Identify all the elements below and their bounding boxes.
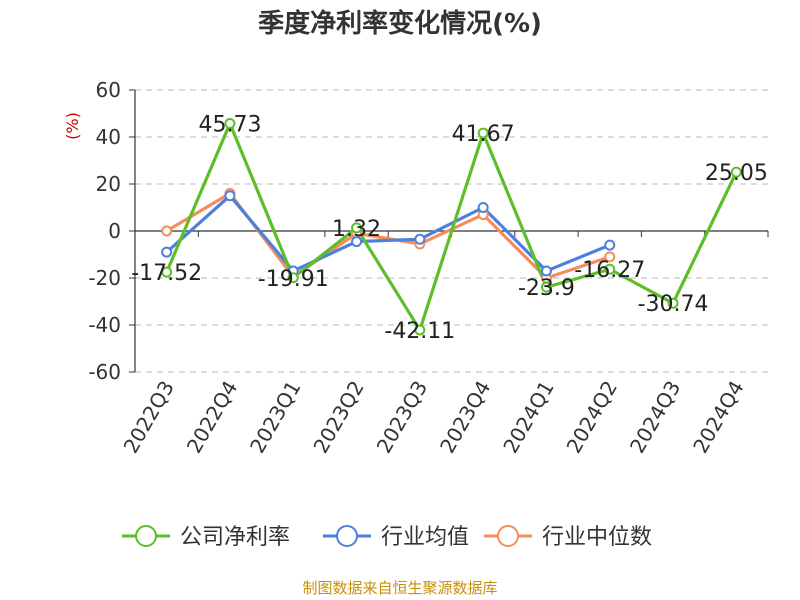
chart-title: 季度净利率变化情况(%) (258, 8, 542, 39)
data-point (540, 281, 552, 293)
data-point (351, 236, 363, 248)
legend-marker (336, 525, 358, 547)
x-tick-label: 2022Q4 (182, 377, 242, 458)
data-label: -42.11 (384, 319, 455, 344)
data-point (224, 190, 236, 202)
x-tick-label: 2023Q1 (245, 377, 305, 458)
x-tick-label: 2024Q4 (688, 377, 748, 458)
series-lines (165, 121, 738, 332)
x-tick-label: 2024Q1 (498, 377, 558, 458)
x-tick-label: 2023Q2 (308, 377, 368, 458)
data-point (161, 266, 173, 278)
y-tick-label: -20 (88, 266, 121, 290)
data-point (224, 118, 236, 130)
legend-label: 行业中位数 (542, 525, 652, 550)
y-tick-label: 40 (96, 125, 121, 149)
data-label: -23.9 (518, 276, 575, 301)
data-label: 25.05 (705, 161, 768, 186)
x-tick-label: 2024Q3 (625, 377, 685, 458)
data-point (477, 202, 489, 213)
x-tick-label: 2022Q3 (119, 377, 179, 458)
data-point (161, 225, 173, 237)
data-point (667, 297, 679, 309)
data-label: -17.52 (131, 261, 202, 286)
x-tick-label: 2023Q4 (435, 377, 495, 458)
data-point (604, 251, 616, 263)
data-labels: -17.52 45.73 -19.911.32 -42.11 41.67 -23.9-16… (131, 113, 768, 344)
data-point (287, 272, 299, 284)
x-tick-label: 2024Q2 (562, 377, 622, 458)
y-tick-label: 0 (108, 219, 121, 243)
source-note: 制图数据来自恒生聚源数据库 (302, 579, 497, 597)
data-point (414, 233, 426, 245)
data-label: 41.67 (452, 122, 515, 147)
legend-item[interactable]: 行业均值 (323, 525, 469, 550)
series-points (161, 118, 742, 336)
data-point (730, 166, 742, 178)
data-label: -16.27 (574, 258, 645, 283)
y-tick-label: -60 (88, 360, 121, 384)
data-point (414, 324, 426, 336)
data-point (351, 222, 363, 234)
data-point (161, 246, 173, 258)
data-label: -30.74 (638, 292, 709, 317)
series-line (165, 121, 738, 332)
legend-marker (497, 525, 519, 547)
legend[interactable]: 公司净利率 行业均值 行业中位数 (122, 525, 652, 550)
data-point (604, 263, 616, 275)
y-tick-label: -40 (88, 313, 121, 337)
y-axis-label: (%) (63, 112, 82, 140)
y-tick-label: 60 (96, 78, 121, 102)
x-tick-label: 2023Q3 (372, 377, 432, 458)
data-point (540, 265, 552, 277)
data-label: -19.91 (258, 267, 329, 292)
legend-item[interactable]: 行业中位数 (484, 525, 652, 550)
data-point (604, 239, 616, 251)
data-label: 45.73 (198, 113, 261, 138)
legend-marker (135, 525, 157, 547)
y-tick-label: 20 (96, 172, 121, 196)
legend-label: 公司净利率 (180, 525, 290, 550)
legend-label: 行业均值 (381, 525, 469, 550)
legend-item[interactable]: 公司净利率 (122, 525, 290, 550)
data-label: 1.32 (332, 217, 381, 242)
data-point (477, 127, 489, 139)
